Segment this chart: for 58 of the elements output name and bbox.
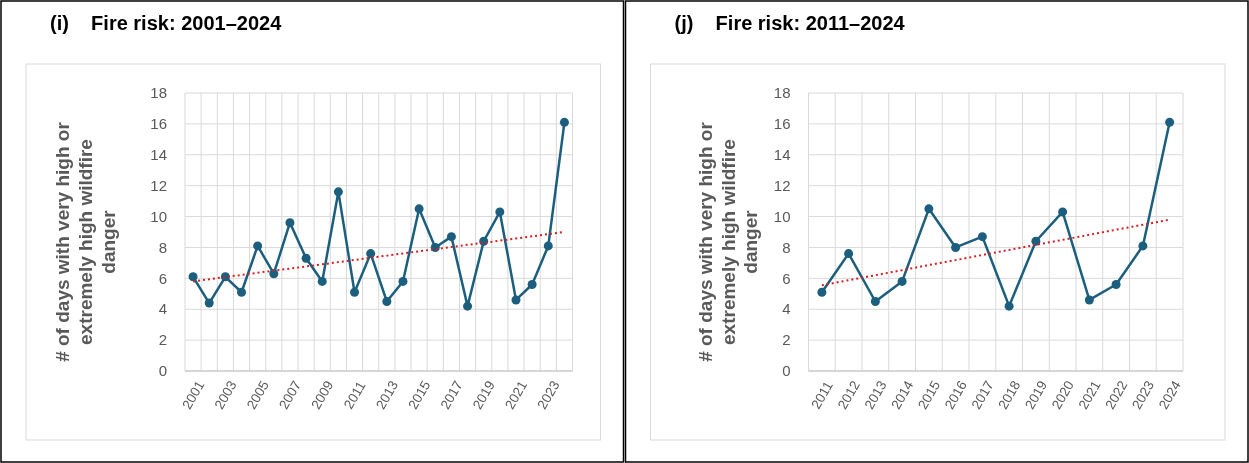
point bbox=[285, 218, 295, 228]
y-tick-label: 4 bbox=[158, 300, 167, 318]
point bbox=[897, 276, 907, 286]
y-axis-title: # of days with very high or extremely high wildfire danger bbox=[694, 121, 762, 362]
point bbox=[366, 249, 376, 259]
y-tick-label: 4 bbox=[782, 300, 791, 318]
y-axis-title: # of days with very high or extremely high wildfire danger bbox=[52, 121, 119, 362]
point bbox=[817, 287, 827, 297]
point bbox=[1084, 295, 1094, 305]
point bbox=[844, 249, 854, 259]
y-tick-label: 8 bbox=[158, 238, 167, 256]
y-tick-label: 8 bbox=[782, 238, 791, 256]
chart-title: (i) Fire risk: 2001–2024 bbox=[50, 12, 283, 34]
point bbox=[495, 207, 505, 217]
y-tick-label: 2 bbox=[158, 331, 167, 349]
y-tick-label: 10 bbox=[150, 207, 167, 225]
y-tick-label: 12 bbox=[773, 176, 791, 194]
y-tick-label: 0 bbox=[782, 362, 791, 380]
point bbox=[511, 295, 521, 305]
point bbox=[446, 232, 456, 242]
y-tick-label: 14 bbox=[773, 146, 791, 164]
point bbox=[924, 204, 934, 214]
point bbox=[1165, 117, 1175, 127]
y-tick-label: 16 bbox=[773, 115, 791, 133]
point bbox=[253, 241, 263, 251]
point bbox=[317, 276, 327, 286]
y-tick-label: 6 bbox=[782, 269, 791, 287]
point bbox=[237, 287, 247, 297]
point bbox=[382, 297, 392, 306]
point bbox=[559, 117, 569, 127]
point bbox=[1111, 280, 1121, 290]
point bbox=[1004, 301, 1014, 311]
y-tick-label: 18 bbox=[773, 84, 791, 102]
y-tick-label: 16 bbox=[150, 115, 167, 133]
y-tick-label: 6 bbox=[158, 269, 167, 287]
y-tick-label: 14 bbox=[150, 146, 167, 164]
point bbox=[301, 253, 311, 263]
y-tick-label: 12 bbox=[150, 176, 167, 194]
y-tick-label: 18 bbox=[150, 84, 167, 102]
point bbox=[951, 242, 961, 252]
point bbox=[204, 298, 214, 308]
point bbox=[1058, 207, 1068, 217]
point bbox=[333, 187, 343, 197]
y-tick-label: 2 bbox=[782, 331, 791, 349]
point bbox=[870, 297, 880, 306]
point bbox=[543, 241, 553, 251]
point bbox=[350, 287, 360, 297]
point bbox=[188, 272, 198, 282]
point bbox=[398, 276, 408, 286]
chart-title: (j) Fire risk: 2011–2024 bbox=[674, 12, 906, 34]
point bbox=[1138, 241, 1148, 251]
point bbox=[269, 269, 279, 279]
point bbox=[414, 204, 424, 214]
y-tick-label: 0 bbox=[158, 362, 167, 380]
point bbox=[977, 232, 987, 242]
point bbox=[527, 280, 537, 290]
y-tick-label: 10 bbox=[773, 207, 791, 225]
point bbox=[463, 301, 473, 311]
